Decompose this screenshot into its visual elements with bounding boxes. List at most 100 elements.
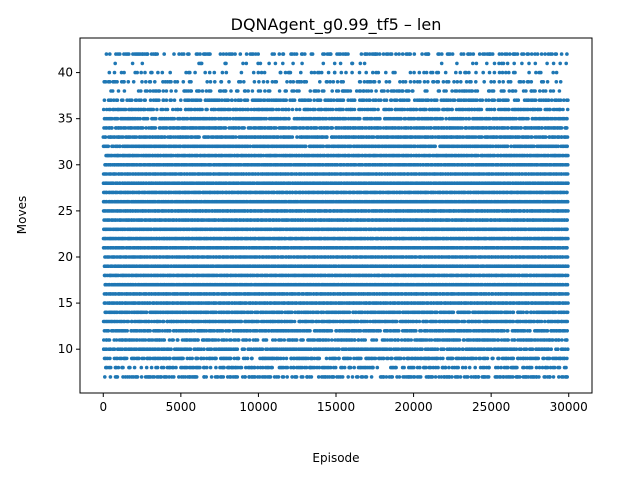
scatter-point [456,375,460,379]
scatter-point [273,338,278,342]
scatter-point [353,338,357,342]
scatter-point [199,347,204,352]
scatter-point [435,356,440,361]
scatter-point [530,347,535,352]
scatter-point [469,375,474,379]
scatter-point [496,338,501,342]
scatter-point [168,356,172,361]
scatter-point [407,356,411,361]
scatter-point [161,365,166,370]
scatter-point [385,329,390,333]
scatter-point [375,365,380,370]
scatter-point [356,338,361,342]
scatter-point [228,375,233,379]
scatter-point [328,365,333,370]
scatter-point [360,375,365,379]
scatter-point [435,310,439,315]
scatter-point [356,375,360,379]
scatter-point [551,375,556,379]
scatter-point [457,347,462,352]
scatter-point [250,310,254,315]
scatter-point [221,329,225,333]
scatter-point [116,365,121,370]
scatter-point [256,310,260,315]
scatter-point [396,338,401,342]
scatter-point [389,347,393,352]
scatter-point [290,319,294,324]
scatter-point [108,356,112,361]
scatter-point [333,365,338,370]
scatter-point [496,365,500,370]
scatter-point [411,319,416,324]
scatter-point [542,356,546,361]
scatter-point [519,347,523,352]
scatter-point [462,338,466,342]
scatter-point [352,365,357,370]
scatter-point [399,356,403,361]
scatter-point [565,255,570,259]
scatter-point [467,310,472,315]
scatter-point [301,338,305,342]
scatter-point [115,375,120,379]
scatter-point [329,329,334,333]
scatter-point [247,338,252,342]
scatter-point [565,310,570,315]
scatter-point [487,365,491,370]
scatter-point [394,365,398,370]
scatter-point [390,356,394,361]
scatter-point [506,365,510,370]
scatter-point [560,338,564,342]
scatter-point [551,338,555,342]
scatter-point [108,375,113,379]
scatter-point [243,375,247,379]
scatter-point [208,365,213,370]
scatter-point [402,356,406,361]
scatter-point [216,375,220,379]
scatter-point [157,347,161,352]
scatter-point [265,347,270,352]
scatter-point [425,319,430,324]
scatter-point [235,375,240,379]
scatter-point [335,319,340,324]
scatter-point [106,329,111,333]
scatter-point [260,347,265,352]
scatter-point [528,329,532,333]
scatter-point [409,338,414,342]
scatter-point [524,347,529,352]
scatter-point [147,319,151,324]
scatter-point [428,365,433,370]
scatter-point [474,356,478,361]
scatter-point [565,329,569,333]
scatter-point [511,319,516,324]
scatter-point [168,329,172,333]
scatter-point [565,282,570,287]
scatter-point [279,338,284,342]
scatter-point [498,375,503,379]
scatter-point [162,338,167,342]
scatter-point [348,356,353,361]
scatter-point [171,338,175,342]
scatter-point [227,329,232,333]
scatter-point [333,356,338,361]
scatter-point [385,338,390,342]
scatter-point [452,329,457,333]
scatter-point [108,365,113,370]
scatter-point [441,356,445,361]
scatter-point [441,329,446,333]
scatter-point [326,338,331,342]
scatter-point [436,365,440,370]
scatter-point [300,365,304,370]
scatter-point [161,319,166,324]
scatter-point [183,375,188,379]
scatter-point [268,375,273,379]
scatter-point [169,347,173,352]
scatter-point [337,347,341,352]
scatter-point [312,365,317,370]
scatter-point [417,319,422,324]
scatter-point [506,356,511,361]
scatter-point [415,347,420,352]
scatter-point [137,356,141,361]
scatter-point [502,329,507,333]
scatter-point [337,356,341,361]
scatter-point [556,347,560,352]
